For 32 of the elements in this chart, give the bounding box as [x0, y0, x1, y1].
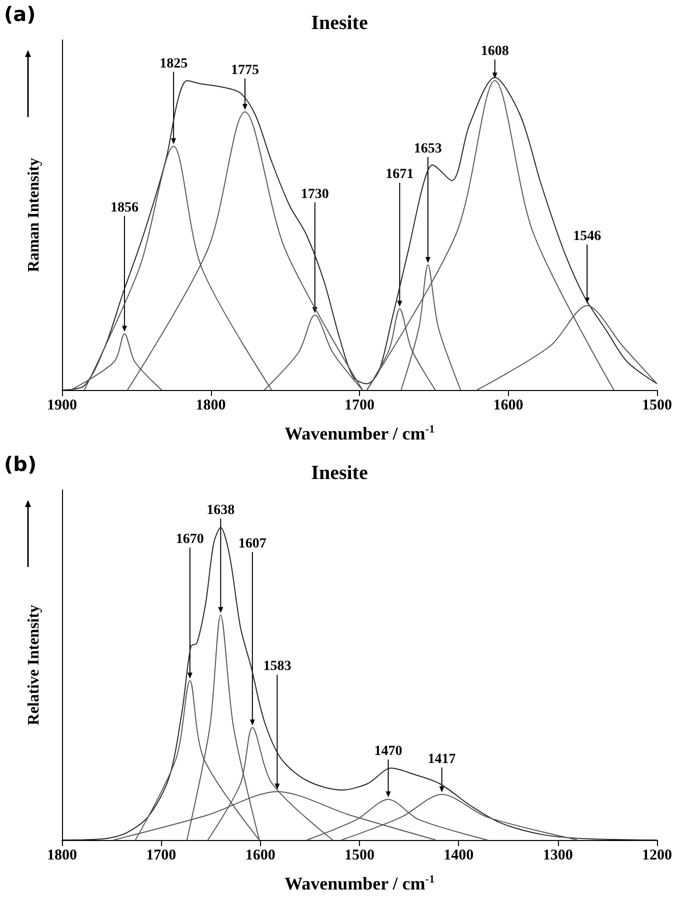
annotation: 1825 [160, 56, 188, 72]
x-tick-label: 1700 [146, 848, 176, 864]
x-tick-label: 1400 [444, 848, 474, 864]
annotation: 1670 [176, 532, 204, 548]
annotation: 1417 [428, 752, 456, 767]
x-tick-label: 1600 [493, 398, 524, 414]
annotation: 1671 [386, 167, 414, 182]
annotation: 1583 [263, 659, 292, 674]
annotation: 1638 [206, 503, 235, 518]
x-tick-label: 1500 [642, 398, 672, 414]
y-axis-title: Relative Intensity [26, 604, 42, 726]
x-tick-label: 1300 [542, 848, 573, 864]
annotation: 1730 [300, 186, 329, 202]
annotation: 1653 [414, 141, 442, 156]
x-tick-label: 1800 [196, 398, 226, 414]
x-tick-label: 1600 [245, 848, 276, 864]
annotation: 1607 [238, 536, 266, 552]
annotation: 1608 [480, 44, 509, 60]
annotation: 1546 [573, 228, 602, 244]
chart-title: Inesite [311, 462, 368, 484]
text: (b) [4, 452, 37, 476]
y-axis-title: Raman Intensity [26, 158, 42, 272]
x-tick-label: 1900 [47, 398, 77, 414]
text: (a) [4, 2, 36, 26]
x-tick-label: 1800 [47, 848, 77, 864]
chart-title: Inesite [311, 12, 368, 34]
annotation: 1775 [230, 62, 259, 78]
x-tick-label: 1700 [344, 398, 374, 414]
x-tick-label: 1500 [344, 848, 374, 864]
annotation: 1470 [374, 744, 402, 759]
x-tick-label: 1200 [642, 848, 672, 864]
annotation: 1856 [110, 200, 138, 216]
